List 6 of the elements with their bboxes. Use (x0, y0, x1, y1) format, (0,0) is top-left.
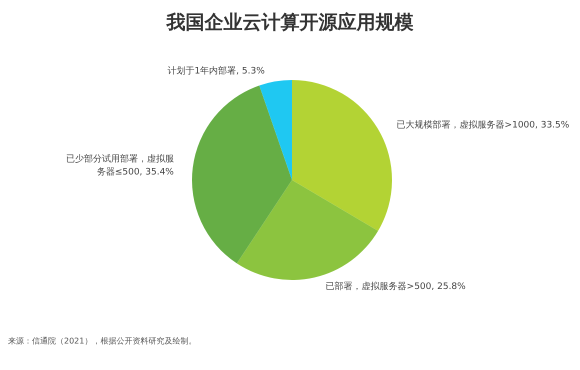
slice-label: 已少部分试用部署，虚拟服务器≤500, 35.4% (66, 154, 174, 178)
source-note: 来源：信通院（2021），根据公开资料研究及绘制。 (8, 336, 196, 346)
chart-title: 我国企业云计算开源应用规模 (166, 12, 414, 34)
slice-label: 计划于1年内部署, 5.3% (167, 66, 266, 77)
slice-label: 已大规模部署，虚拟服务器>1000, 33.5% (396, 120, 570, 130)
slice-label: 已部署，虚拟服务器>500, 25.8% (326, 281, 466, 292)
